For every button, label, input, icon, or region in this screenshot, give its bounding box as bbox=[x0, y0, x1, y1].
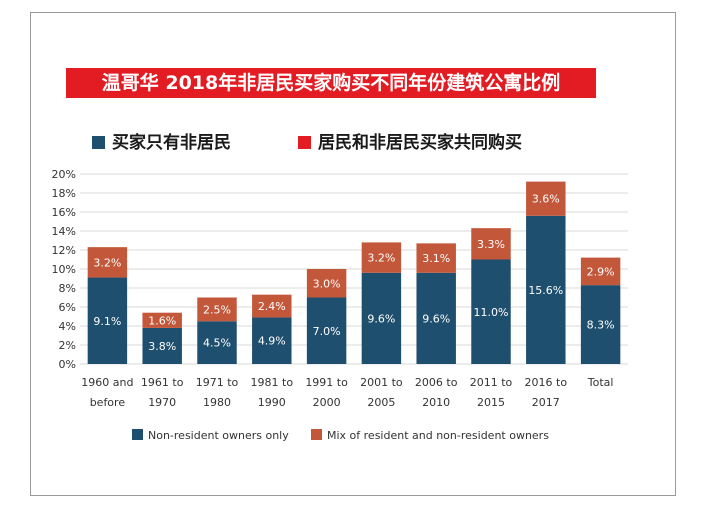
bar-mix bbox=[252, 294, 292, 318]
x-tick-label-line2: before bbox=[90, 396, 126, 409]
data-label-non-resident: 9.6% bbox=[367, 312, 395, 325]
bar-non-resident bbox=[306, 297, 347, 364]
data-label-mix: 2.9% bbox=[587, 265, 615, 278]
bar-mix bbox=[87, 247, 128, 278]
data-label-non-resident: 3.8% bbox=[148, 340, 176, 353]
bar-mix bbox=[416, 243, 456, 273]
legend-mix: 居民和非居民买家共同购买 bbox=[298, 128, 522, 153]
chart-title: 温哥华 2018年非居民买家购买不同年份建筑公寓比例 bbox=[66, 68, 596, 98]
y-tick-label: 16% bbox=[52, 206, 76, 219]
data-label-mix: 2.5% bbox=[203, 303, 231, 316]
bar-mix bbox=[197, 297, 237, 322]
data-label-non-resident: 11.0% bbox=[474, 306, 509, 319]
red-square-icon bbox=[298, 136, 311, 149]
y-tick-label: 18% bbox=[52, 187, 76, 200]
data-label-non-resident: 9.6% bbox=[422, 312, 450, 325]
y-tick-label: 0% bbox=[59, 358, 76, 371]
y-tick-label: 14% bbox=[52, 225, 76, 238]
bar-non-resident bbox=[142, 327, 182, 364]
x-tick-label-line2: 1990 bbox=[258, 396, 286, 409]
legend-non-resident-label: 买家只有非居民 bbox=[112, 133, 231, 153]
data-label-mix: 2.4% bbox=[258, 300, 286, 313]
navy-square-icon bbox=[92, 136, 105, 149]
bar-non-resident bbox=[361, 272, 402, 364]
x-tick-label-line2: 2000 bbox=[313, 396, 341, 409]
x-tick-label: 2006 to bbox=[415, 376, 458, 389]
x-tick-label-line2: 2005 bbox=[367, 396, 395, 409]
x-tick-label: 1991 to bbox=[305, 376, 348, 389]
data-label-non-resident: 4.5% bbox=[203, 337, 231, 350]
x-tick-label: Total bbox=[587, 376, 614, 389]
bar-mix bbox=[471, 228, 511, 260]
y-tick-label: 6% bbox=[59, 301, 76, 314]
bar-mix bbox=[580, 257, 621, 286]
x-tick-label: 1960 and bbox=[81, 376, 133, 389]
bar-mix bbox=[526, 181, 566, 216]
data-label-non-resident: 8.3% bbox=[587, 319, 615, 332]
data-label-mix: 3.3% bbox=[477, 238, 505, 251]
x-tick-label: 1981 to bbox=[251, 376, 294, 389]
y-tick-label: 10% bbox=[52, 263, 76, 276]
data-label-mix: 3.0% bbox=[313, 277, 341, 290]
x-tick-label-line2: 1970 bbox=[148, 396, 176, 409]
x-tick-label-line2: 2010 bbox=[422, 396, 450, 409]
data-label-mix: 3.2% bbox=[93, 256, 121, 269]
y-tick-label: 20% bbox=[52, 168, 76, 181]
y-tick-label: 2% bbox=[59, 339, 76, 352]
x-tick-label-line2: 2017 bbox=[532, 396, 560, 409]
x-tick-label: 1971 to bbox=[196, 376, 239, 389]
bar-non-resident bbox=[526, 215, 566, 364]
y-tick-label: 8% bbox=[59, 282, 76, 295]
y-tick-label: 12% bbox=[52, 244, 76, 257]
data-label-non-resident: 15.6% bbox=[528, 284, 563, 297]
legend-label-non-resident: Non-resident owners only bbox=[148, 429, 289, 442]
bar-non-resident bbox=[471, 259, 511, 364]
data-label-non-resident: 9.1% bbox=[93, 315, 121, 328]
legend-swatch-non-resident bbox=[132, 429, 143, 440]
x-tick-label: 1961 to bbox=[141, 376, 184, 389]
bar-mix bbox=[361, 242, 402, 273]
data-label-mix: 3.2% bbox=[367, 252, 395, 265]
legend-non-resident: 买家只有非居民 bbox=[92, 128, 231, 153]
legend-label-mix: Mix of resident and non-resident owners bbox=[327, 429, 549, 442]
bar-non-resident bbox=[580, 285, 621, 364]
x-tick-label-line2: 1980 bbox=[203, 396, 231, 409]
data-label-mix: 3.6% bbox=[532, 193, 560, 206]
data-label-mix: 3.1% bbox=[422, 252, 450, 265]
data-label-non-resident: 7.0% bbox=[313, 325, 341, 338]
y-tick-label: 4% bbox=[59, 320, 76, 333]
bar-non-resident bbox=[87, 277, 128, 364]
legend-mix-label: 居民和非居民买家共同购买 bbox=[318, 133, 522, 153]
x-tick-label: 2001 to bbox=[360, 376, 403, 389]
x-tick-label: 2016 to bbox=[525, 376, 568, 389]
data-label-mix: 1.6% bbox=[148, 314, 176, 327]
data-label-non-resident: 4.9% bbox=[258, 335, 286, 348]
x-tick-label: 2011 to bbox=[470, 376, 513, 389]
legend-swatch-mix bbox=[311, 429, 322, 440]
bar-non-resident bbox=[252, 317, 292, 364]
bar-mix bbox=[306, 269, 347, 298]
bar-non-resident bbox=[416, 272, 456, 364]
bar-non-resident bbox=[197, 321, 237, 364]
x-tick-label-line2: 2015 bbox=[477, 396, 505, 409]
bar-mix bbox=[142, 312, 182, 328]
